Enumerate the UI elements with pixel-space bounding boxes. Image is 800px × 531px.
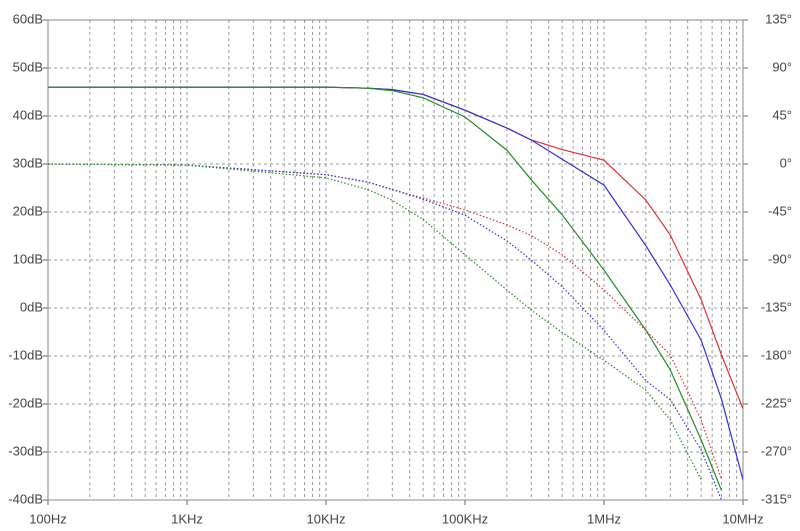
x-tick-label: 10MHz [722,511,763,526]
x-tick-label: 10KHz [306,511,345,526]
y2-tick-label: -135° [761,299,792,314]
plot-frame [47,19,744,501]
series-line [48,163,723,500]
y-tick-label: 50dB [13,59,43,74]
y2-tick-label: -315° [761,491,792,506]
y2-tick-label: -180° [761,347,792,362]
y-tick-label: 20dB [13,203,43,218]
y-tick-label: 10dB [13,251,43,266]
y2-tick-label: -270° [761,443,792,458]
y2-tick-label: 0° [780,155,792,170]
y-tick-label: -10dB [8,347,43,362]
y2-tick-label: 135° [765,11,792,26]
y-tick-label: -40dB [8,491,43,506]
x-tick-label: 100Hz [29,511,67,526]
y-tick-label: 40dB [13,107,43,122]
x-tick-label: 1KHz [171,511,203,526]
y-tick-label: -30dB [8,443,43,458]
y2-tick-label: -45° [768,203,792,218]
y2-tick-label: 45° [772,107,792,122]
y2-tick-label: -225° [761,395,792,410]
series-line [48,163,723,480]
x-tick-label: 1MHz [587,511,621,526]
plot-lines [48,86,743,500]
y-tick-label: -20dB [8,395,43,410]
y2-tick-label: 90° [772,59,792,74]
y-tick-label: 30dB [13,155,43,170]
y2-tick-label: -90° [768,251,792,266]
y-tick-label: 60dB [13,11,43,26]
y-tick-label: 0dB [20,299,43,314]
x-tick-label: 100KHz [442,511,488,526]
series-line [48,86,723,491]
